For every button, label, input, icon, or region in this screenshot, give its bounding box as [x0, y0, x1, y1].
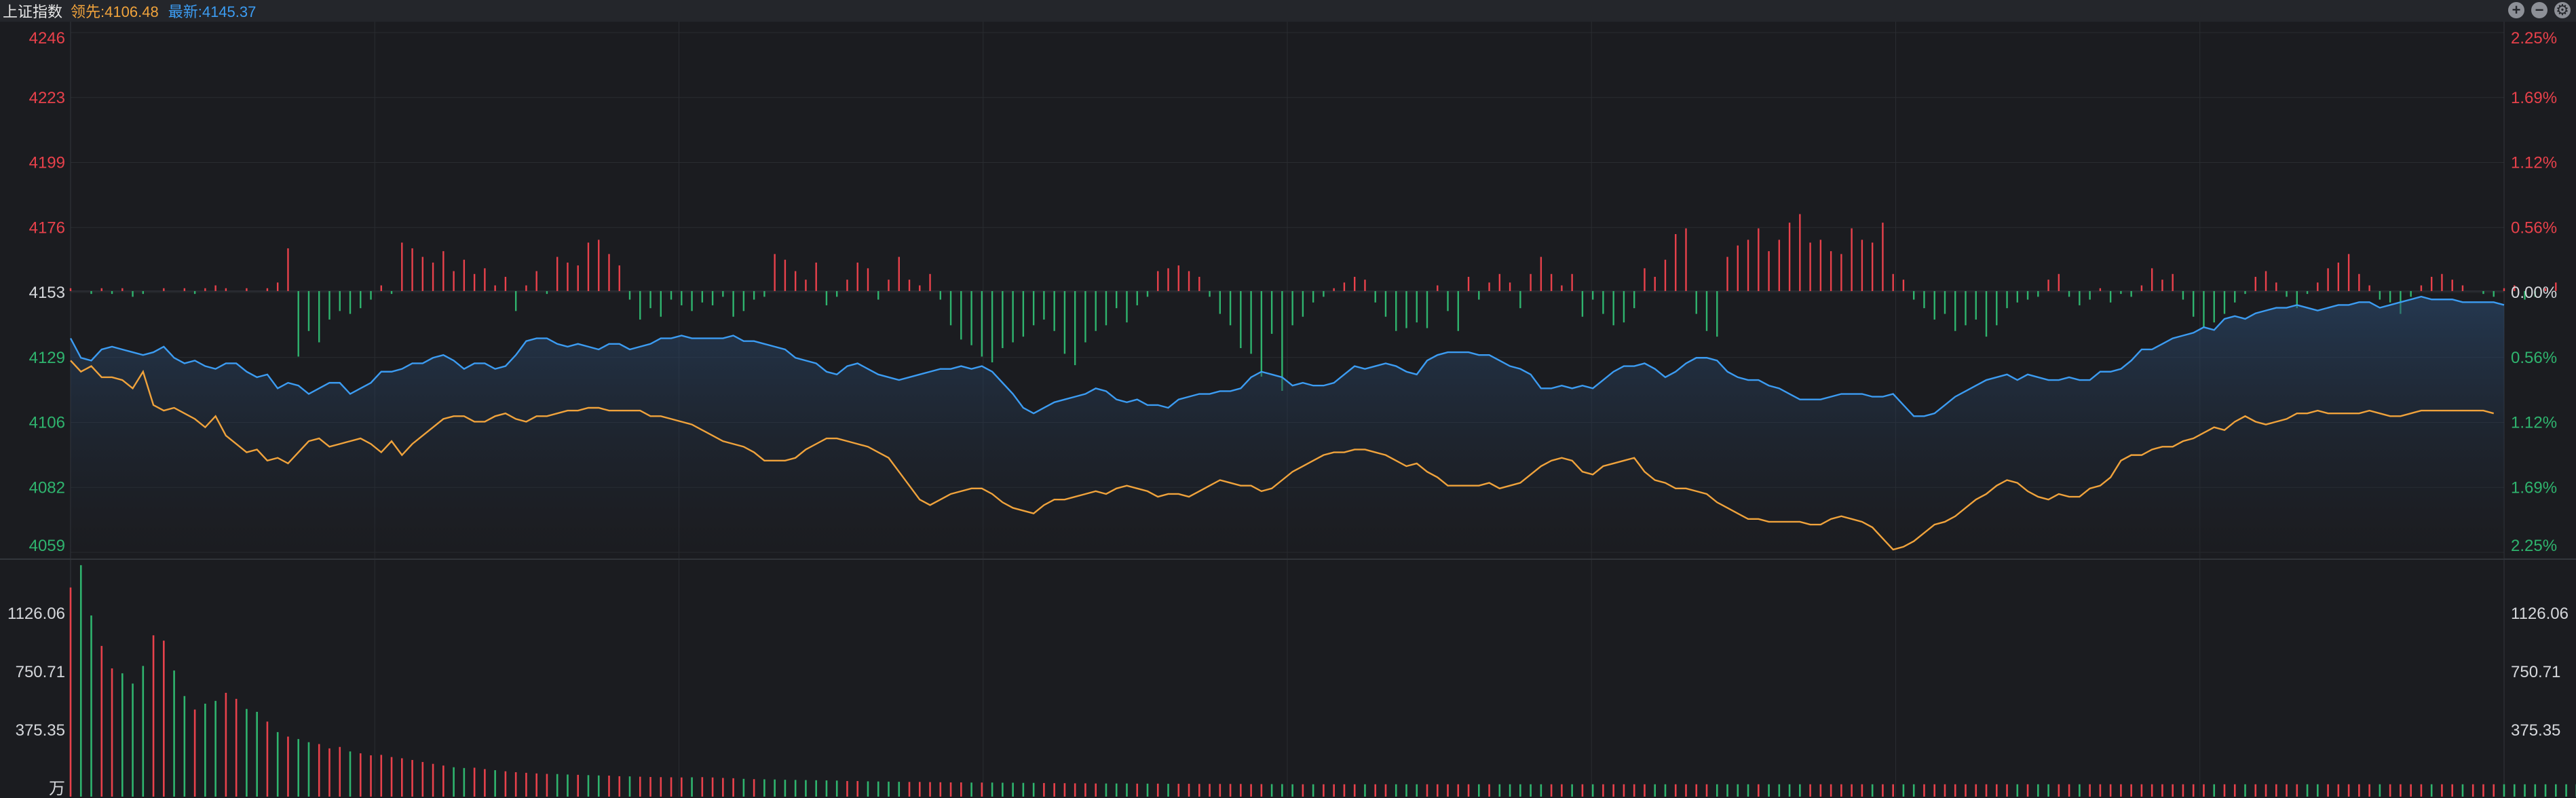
- volume-tick-left: 750.71: [16, 663, 65, 681]
- price-tick-left: 4246: [29, 29, 65, 48]
- leading-label: 领先: [71, 3, 101, 20]
- leading-price-line: [70, 360, 2495, 551]
- percent-tick-right: 1.69%: [2511, 478, 2557, 497]
- chart-controls: + − ⚙: [2508, 2, 2571, 18]
- latest-readout: 最新:4145.37: [168, 3, 257, 20]
- price-tick-left: 4059: [29, 537, 65, 555]
- gear-icon[interactable]: ⚙: [2554, 2, 2571, 18]
- leading-value: 4106.48: [105, 3, 159, 20]
- price-tick-left: 4082: [29, 478, 65, 497]
- leading-readout: 领先:4106.48: [71, 3, 159, 20]
- latest-value: 4145.37: [202, 3, 257, 20]
- zoom-in-icon[interactable]: +: [2508, 2, 2524, 18]
- intraday-chart: 4246 2.25% 4223 1.69% 4199 1.12% 4176 0.56% 4153…: [0, 22, 2576, 798]
- price-tick-left: 4223: [29, 89, 65, 107]
- percent-tick-right: 1.69%: [2511, 89, 2557, 107]
- price-tick-left: 4153: [29, 284, 65, 302]
- latest-area-fill: [71, 297, 2504, 559]
- price-tick-left: 4199: [29, 154, 65, 172]
- volume-tick-right: 750.71: [2511, 663, 2560, 681]
- percent-tick-right: 0.56%: [2511, 218, 2557, 237]
- index-name: 上证指数: [3, 3, 63, 20]
- latest-area: [71, 297, 2504, 559]
- volume-tick-right: 1126.06: [2511, 605, 2569, 623]
- volume-tick-right: 375.35: [2511, 721, 2560, 740]
- percent-tick-right: 2.25%: [2511, 29, 2557, 48]
- volume-unit: 万: [49, 780, 65, 798]
- price-tick-left: 4176: [29, 218, 65, 237]
- percent-tick-right: 2.25%: [2511, 537, 2557, 555]
- latest-price-line: [69, 295, 2505, 417]
- volume-bars: [69, 565, 2576, 797]
- volume-tick-left: 1126.06: [7, 605, 65, 623]
- percent-tick-right: 0.00%: [2511, 284, 2557, 302]
- latest-label: 最新: [168, 3, 198, 20]
- chart-header: 上证指数 领先:4106.48 最新:4145.37 + − ⚙: [0, 0, 2576, 22]
- axis-labels: 4246 2.25% 4223 1.69% 4199 1.12% 4176 0.56% 4153…: [7, 29, 2569, 798]
- percent-tick-right: 0.56%: [2511, 349, 2557, 367]
- price-lines: [69, 295, 2505, 551]
- diff-bars: [69, 214, 2557, 391]
- price-tick-left: 4129: [29, 349, 65, 367]
- price-tick-left: 4106: [29, 414, 65, 432]
- percent-tick-right: 1.12%: [2511, 414, 2557, 432]
- volume-tick-left: 375.35: [16, 721, 65, 740]
- zoom-out-icon[interactable]: −: [2531, 2, 2547, 18]
- percent-tick-right: 1.12%: [2511, 154, 2557, 172]
